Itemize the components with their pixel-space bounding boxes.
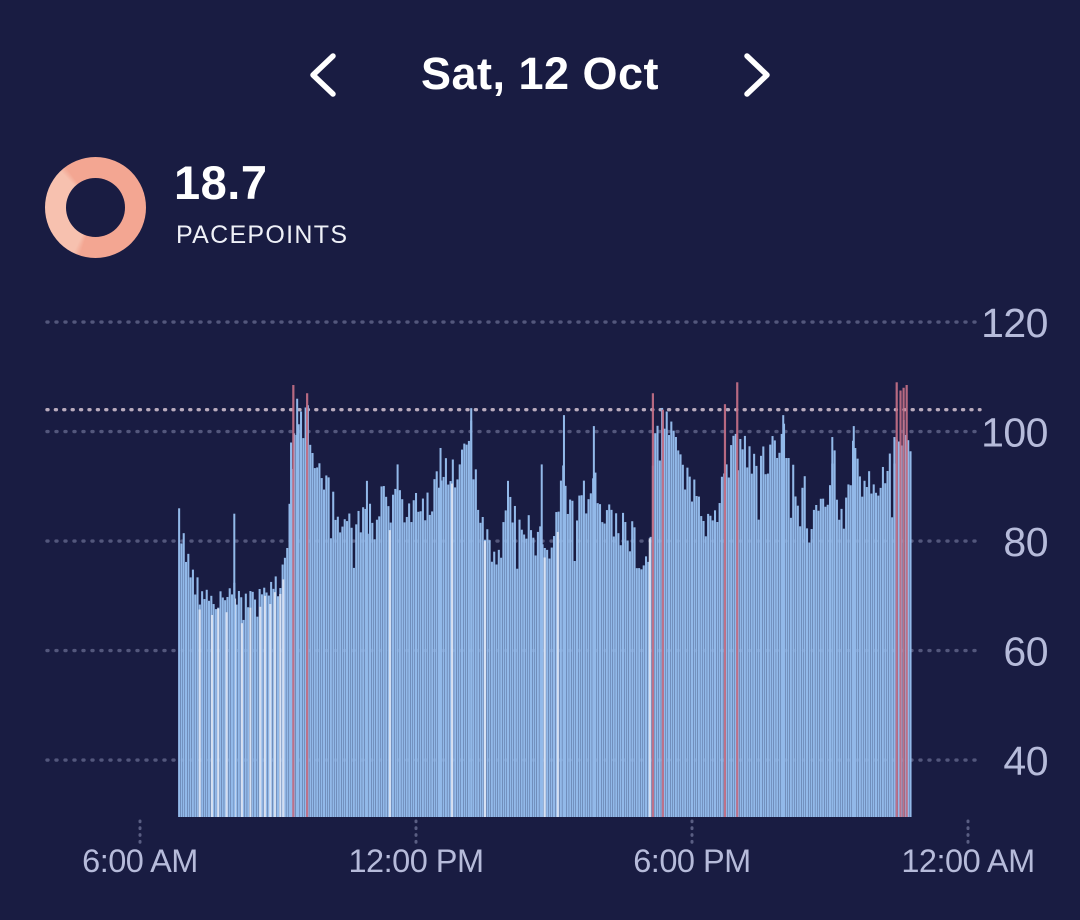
x-axis-label: 6:00 PM — [633, 843, 751, 879]
chevron-right-icon — [744, 53, 770, 97]
pacepoints-ring-icon — [45, 157, 146, 258]
y-axis-label: 100 — [981, 410, 1048, 456]
y-axis-labels: 40 60 80 100 120 — [981, 300, 1048, 784]
x-axis-label: 12:00 AM — [901, 843, 1034, 879]
x-axis-labels: 6:00 AM 12:00 PM 6:00 PM 12:00 AM — [82, 843, 1035, 879]
next-day-button[interactable] — [732, 48, 784, 102]
y-axis-label: 40 — [1003, 738, 1048, 784]
x-axis-label: 6:00 AM — [82, 843, 198, 879]
gap-stripes — [198, 483, 651, 817]
pacepoints-label: PACEPOINTS — [176, 221, 349, 249]
pacepoints-value: 18.7 — [174, 156, 268, 209]
chevron-left-icon — [310, 53, 336, 97]
ring-hole — [66, 178, 125, 237]
y-axis-label: 60 — [1003, 629, 1048, 675]
y-axis-label: 80 — [1003, 519, 1048, 565]
x-axis-label: 12:00 PM — [348, 843, 483, 879]
y-axis-label: 120 — [981, 300, 1048, 346]
x-axis-ticks — [138, 819, 970, 845]
blue-spikes — [233, 398, 896, 817]
prev-day-button[interactable] — [296, 48, 348, 102]
date-title: Sat, 12 Oct — [420, 48, 660, 99]
red-spikes — [292, 382, 908, 817]
